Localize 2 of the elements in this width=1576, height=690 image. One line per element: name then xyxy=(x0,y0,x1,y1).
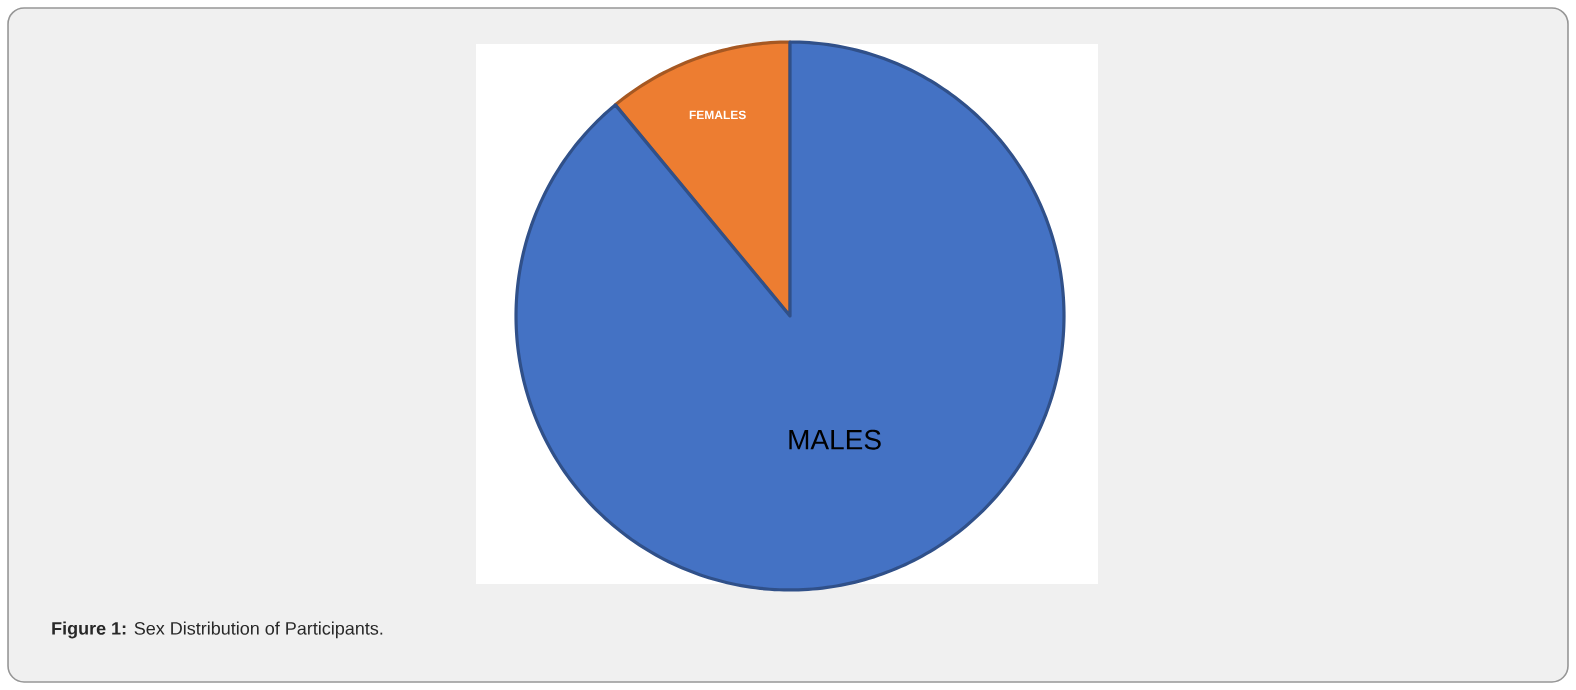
text: Figure 1: Sex Distribution of Participants. xyxy=(52,621,383,639)
slice-label: MALES xyxy=(789,429,881,450)
